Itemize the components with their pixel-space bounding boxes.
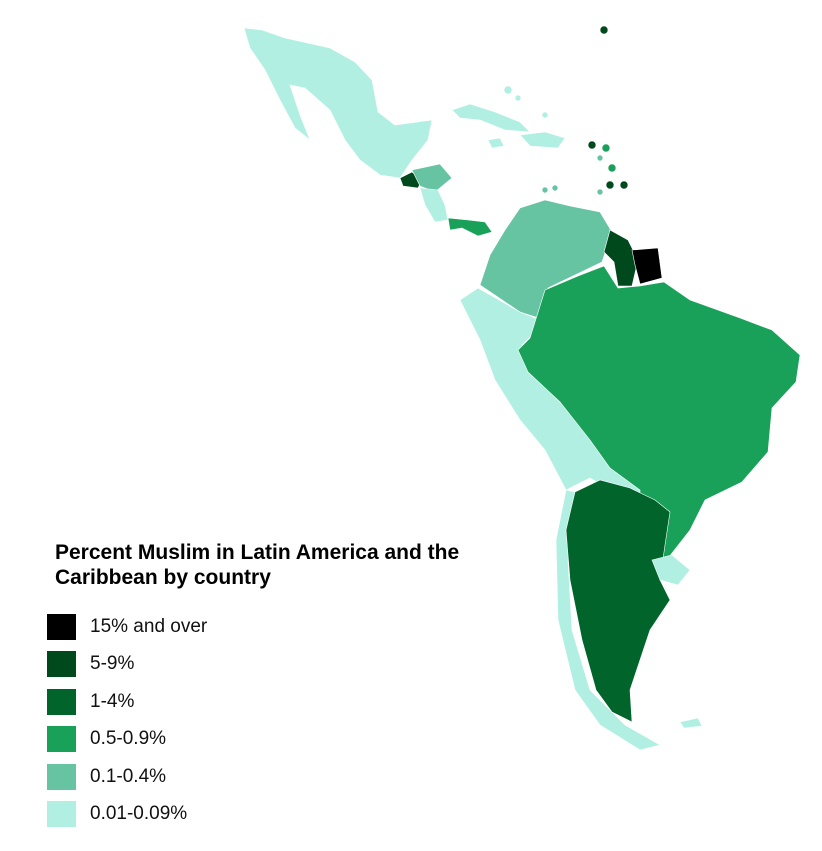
legend-label: 0.01-0.09% — [90, 803, 188, 825]
legend-item: 0.01-0.09% — [47, 796, 207, 834]
legend-label: 15% and over — [90, 615, 208, 637]
panama — [447, 217, 493, 237]
legend-item: 5-9% — [47, 646, 207, 684]
map-title: Percent Muslim in Latin America and the … — [55, 541, 460, 589]
legend: 15% and over 5-9% 1-4% 0.5-0.9% 0.1-0.4% 0.01… — [47, 608, 207, 833]
uruguay — [651, 554, 691, 586]
island — [596, 154, 604, 162]
legend-label: 0.5-0.9% — [90, 728, 167, 750]
legend-swatch — [47, 726, 76, 753]
legend-item: 15% and over — [47, 608, 207, 646]
legend-label: 0.1-0.4% — [90, 765, 167, 787]
cuba — [451, 103, 531, 133]
hispaniola — [519, 131, 566, 149]
falklands — [679, 717, 703, 729]
island — [596, 188, 604, 196]
island — [551, 184, 559, 192]
island — [587, 140, 597, 150]
nicaragua — [419, 187, 449, 223]
legend-item: 0.1-0.4% — [47, 758, 207, 796]
legend-label: 1-4% — [90, 690, 135, 712]
island — [541, 186, 549, 194]
legend-swatch — [47, 688, 76, 715]
island — [541, 111, 549, 119]
jamaica — [487, 137, 505, 149]
mexico — [243, 27, 433, 179]
legend-swatch — [47, 651, 76, 678]
island — [619, 180, 629, 190]
honduras — [411, 163, 453, 193]
legend-swatch — [47, 801, 76, 828]
island — [605, 180, 615, 190]
brazil — [517, 265, 801, 563]
chile — [555, 489, 661, 751]
island — [601, 143, 611, 153]
legend-swatch — [47, 613, 76, 640]
legend-item: 1-4% — [47, 683, 207, 721]
legend-label: 5-9% — [90, 653, 135, 675]
legend-item: 0.5-0.9% — [47, 721, 207, 759]
island — [503, 85, 513, 95]
guyana — [603, 229, 639, 287]
suriname — [631, 247, 663, 285]
legend-swatch — [47, 763, 76, 790]
island — [607, 163, 617, 173]
island — [514, 94, 522, 102]
argentina — [565, 479, 671, 723]
island — [599, 25, 609, 35]
